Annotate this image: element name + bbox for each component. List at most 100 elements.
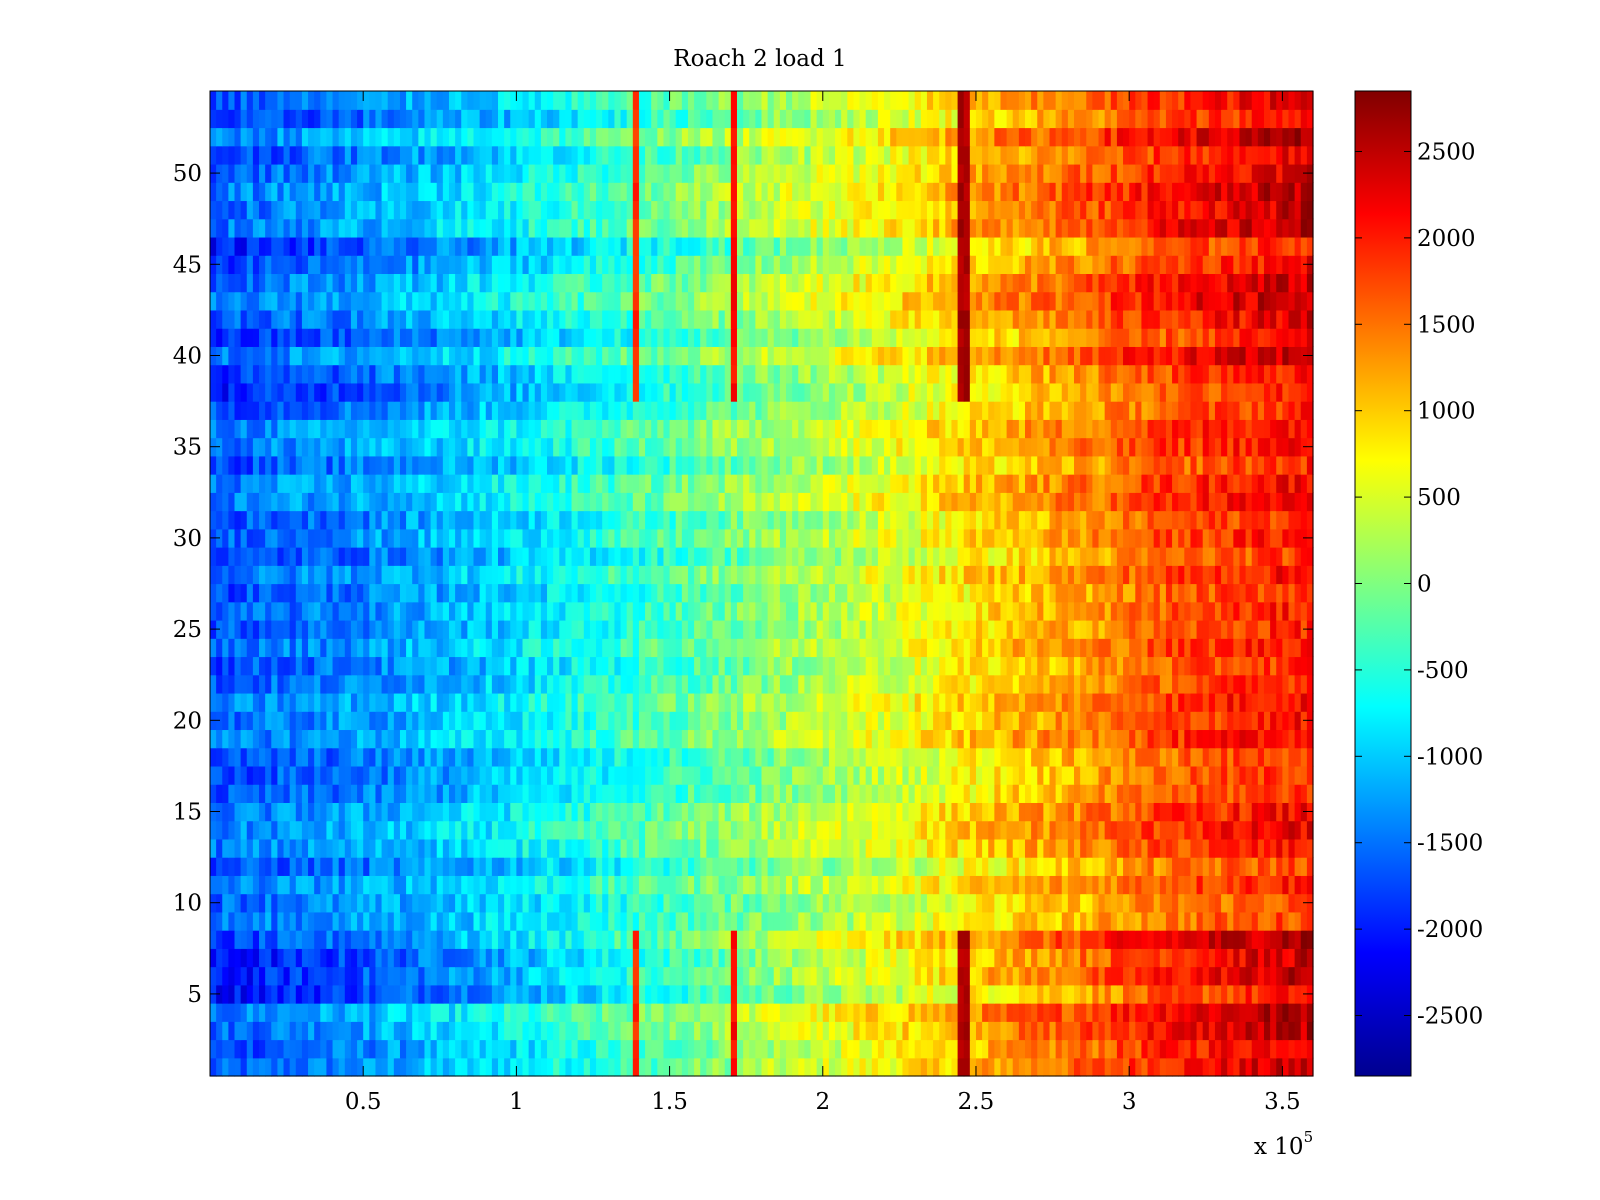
- heatmap-cell: [271, 802, 279, 822]
- heatmap-cell: [350, 893, 358, 913]
- heatmap-cell: [498, 1021, 505, 1041]
- heatmap-cell: [871, 692, 879, 712]
- heatmap-cell: [289, 838, 297, 858]
- heatmap-cell: [957, 875, 965, 895]
- heatmap-cell: [632, 802, 640, 822]
- heatmap-cell: [1061, 692, 1069, 712]
- heatmap-cell: [1092, 857, 1100, 876]
- heatmap-cell: [657, 966, 665, 986]
- heatmap-cell: [357, 656, 364, 676]
- heatmap-cell: [283, 1039, 291, 1059]
- heatmap-cell: [700, 838, 707, 858]
- heatmap-cell: [510, 656, 517, 676]
- heatmap-cell: [1263, 583, 1271, 603]
- heatmap-cell: [1147, 784, 1155, 803]
- heatmap-cell: [553, 1021, 560, 1041]
- heatmap-cell: [357, 1021, 364, 1041]
- heatmap-cell: [620, 583, 628, 603]
- heatmap-cell: [1257, 948, 1265, 968]
- heatmap-cell: [822, 638, 830, 658]
- heatmap-cell: [216, 1057, 223, 1077]
- heatmap-cell: [467, 638, 475, 658]
- heatmap-cell: [424, 1003, 432, 1022]
- heatmap-cell: [259, 692, 266, 712]
- heatmap-cell: [344, 565, 352, 585]
- heatmap-cell: [1282, 711, 1290, 731]
- heatmap-cell: [651, 857, 658, 876]
- heatmap-cell: [651, 784, 658, 803]
- heatmap-cell: [835, 674, 842, 694]
- heatmap-cell: [448, 711, 456, 731]
- heatmap-cell: [933, 619, 940, 639]
- heatmap-cell: [718, 765, 726, 785]
- heatmap-cell: [896, 820, 904, 840]
- heatmap-cell: [945, 875, 953, 895]
- heatmap-cell: [687, 948, 695, 968]
- heatmap-cell: [982, 1039, 989, 1059]
- heatmap-cell: [246, 711, 254, 731]
- heatmap-cell: [957, 911, 965, 931]
- heatmap-cell: [988, 838, 995, 858]
- heatmap-cell: [1153, 638, 1161, 658]
- heatmap-cell: [1074, 984, 1081, 1004]
- heatmap-cell: [651, 638, 658, 658]
- heatmap-cell: [314, 656, 321, 676]
- heatmap-cell: [835, 765, 842, 785]
- heatmap-cell: [436, 930, 444, 949]
- heatmap-cell: [210, 565, 217, 585]
- heatmap-cell: [455, 984, 462, 1004]
- heatmap-cell: [1061, 619, 1069, 639]
- heatmap-cell: [308, 765, 315, 785]
- heatmap-cell: [1282, 1057, 1290, 1077]
- heatmap-cell: [473, 1057, 481, 1077]
- heatmap-cell: [755, 729, 763, 749]
- heatmap-cell: [1135, 583, 1143, 603]
- heatmap-cell: [295, 966, 303, 986]
- heatmap-cell: [381, 729, 389, 749]
- heatmap-cell: [1067, 747, 1075, 767]
- heatmap-cell: [540, 711, 548, 731]
- heatmap-cell: [430, 820, 438, 840]
- heatmap-cell: [724, 711, 732, 731]
- heatmap-cell: [798, 674, 805, 694]
- heatmap-cell: [1098, 711, 1106, 731]
- heatmap-cell: [939, 911, 946, 931]
- heatmap-cell: [1263, 984, 1271, 1004]
- heatmap-cell: [222, 802, 229, 822]
- heatmap-cell: [694, 1057, 701, 1077]
- heatmap-cell: [718, 638, 726, 658]
- heatmap-cell: [210, 784, 217, 803]
- heatmap-cell: [467, 911, 475, 931]
- heatmap-cell: [1037, 765, 1044, 785]
- heatmap-cell: [1306, 692, 1314, 712]
- heatmap-cell: [1123, 1057, 1130, 1077]
- heatmap-cell: [344, 692, 352, 712]
- heatmap-cell: [841, 656, 848, 676]
- heatmap-cell: [1214, 784, 1222, 803]
- heatmap-cell: [522, 966, 530, 986]
- heatmap-cell: [289, 674, 297, 694]
- heatmap-cell: [779, 765, 787, 785]
- heatmap-cell: [1172, 857, 1179, 876]
- heatmap-cell: [1147, 692, 1155, 712]
- heatmap-cell: [773, 583, 781, 603]
- heatmap-cell: [399, 911, 407, 931]
- heatmap-cell: [1208, 1021, 1216, 1041]
- heatmap-cell: [1024, 1021, 1032, 1041]
- heatmap-cell: [681, 601, 689, 621]
- heatmap-cell: [877, 784, 885, 803]
- heatmap-cell: [945, 583, 953, 603]
- heatmap-cell: [326, 1057, 334, 1077]
- heatmap-cell: [730, 966, 738, 986]
- heatmap-cell: [1135, 838, 1143, 858]
- heatmap-cell: [1159, 1057, 1167, 1077]
- heatmap-cell: [320, 638, 328, 658]
- heatmap-cell: [222, 711, 229, 731]
- heatmap-cell: [534, 656, 542, 676]
- heatmap-cell: [798, 1021, 805, 1041]
- heatmap-cell: [1202, 747, 1210, 767]
- heatmap-cell: [314, 875, 321, 895]
- heatmap-cell: [1227, 984, 1234, 1004]
- heatmap-cell: [1037, 930, 1044, 949]
- heatmap-cell: [687, 638, 695, 658]
